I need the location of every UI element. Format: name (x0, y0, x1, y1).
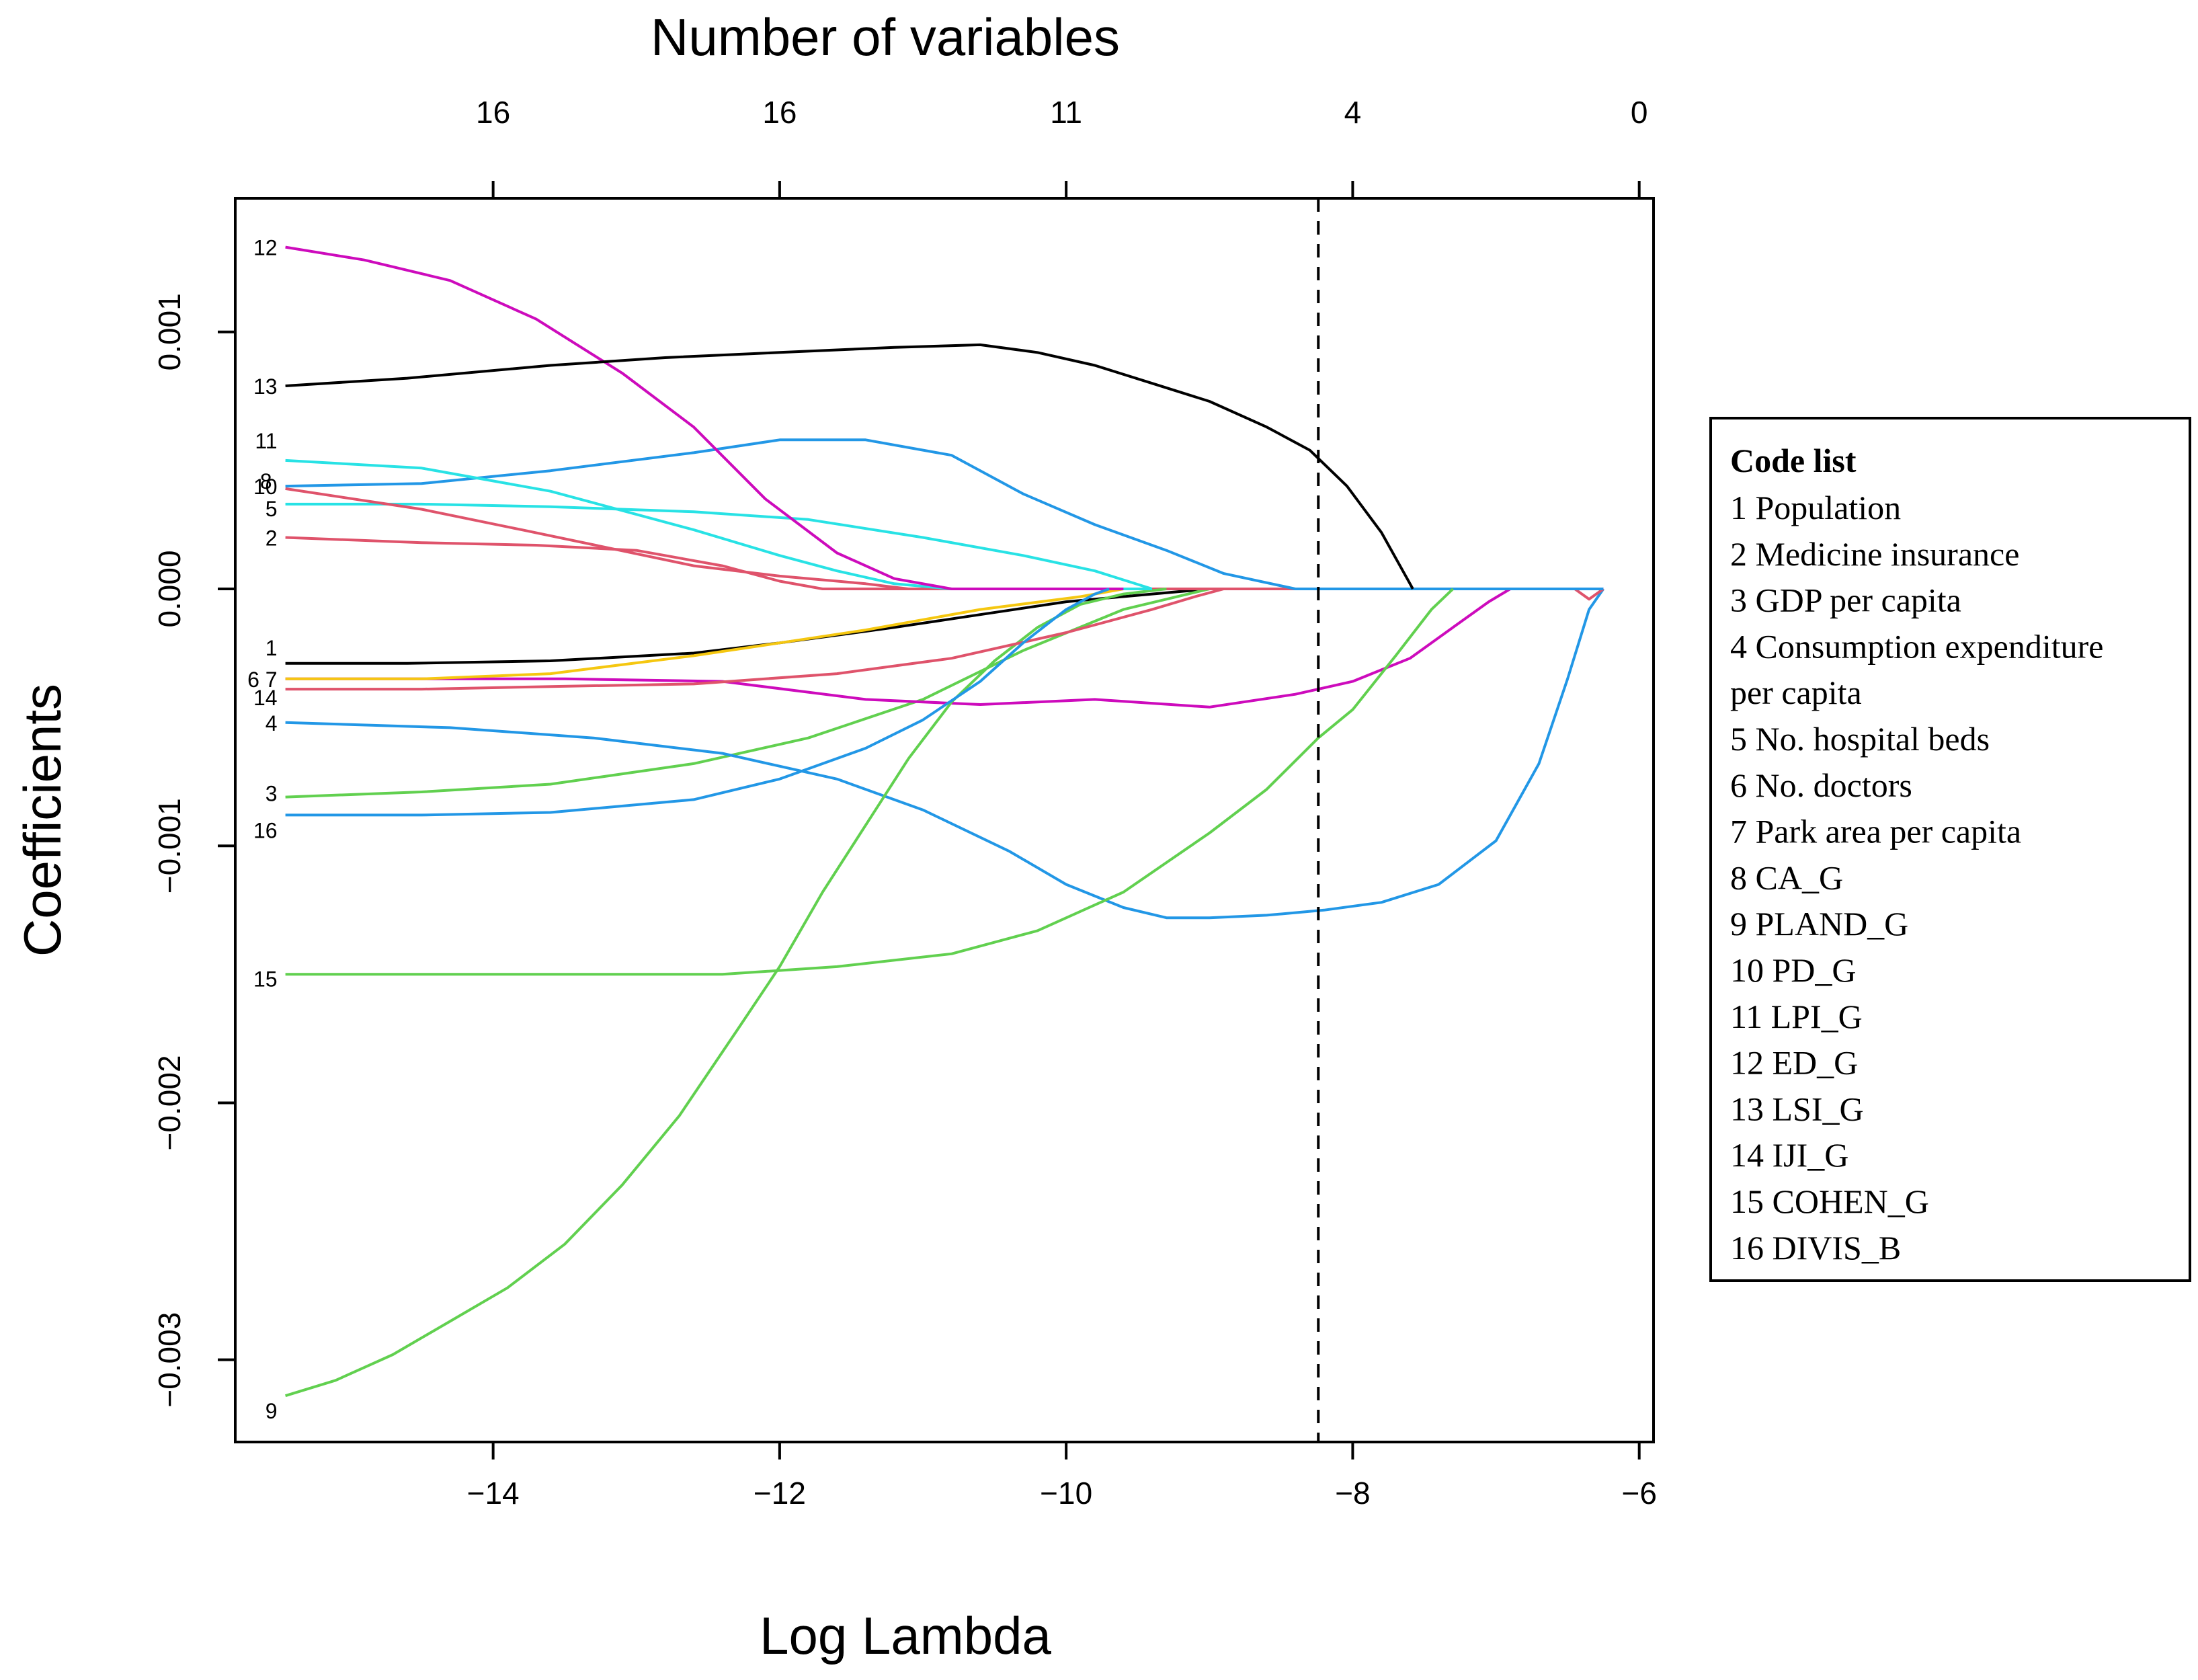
legend-entry: 15 COHEN_G (1730, 1183, 1929, 1220)
legend-entry: 10 PD_G (1730, 951, 1857, 989)
top-tick-label: 4 (1344, 95, 1362, 130)
curve-label-16: 16 (253, 818, 278, 842)
curve-label-11: 11 (255, 429, 277, 453)
curve-label-8: 8 (260, 469, 272, 493)
y-tick-label: −0.003 (152, 1312, 187, 1408)
legend-entry: 4 Consumption expenditure (1730, 627, 2104, 665)
y-tick-label: 0.000 (152, 550, 187, 627)
y-tick-label: −0.002 (152, 1055, 187, 1150)
legend-box (1709, 417, 2191, 1282)
curve-10 (285, 438, 1604, 590)
top-tick-label: 0 (1631, 95, 1648, 130)
curve-8 (285, 487, 1604, 601)
top-tick-label: 11 (1050, 95, 1082, 130)
legend-entry: 13 LSI_G (1730, 1090, 1864, 1127)
legend-entry: 2 Medicine insurance (1730, 535, 2019, 573)
y-tick-label: −0.001 (152, 798, 187, 893)
curve-9 (285, 588, 1167, 1398)
curve-label-12: 12 (253, 236, 278, 260)
legend-lines: 1 Population 2 Medicine insurance 3 GDP pe… (1730, 489, 2104, 1267)
legend-title: Code list (1730, 442, 1857, 479)
curve-15 (285, 588, 1454, 976)
x-axis-title: Log Lambda (760, 1606, 1051, 1665)
legend-entry: 14 IJI_G (1730, 1136, 1848, 1174)
curve-2 (285, 536, 1167, 590)
curve-5 (285, 502, 1153, 590)
curve-7 (285, 588, 1124, 680)
curve-13 (285, 343, 1414, 590)
curve-1 (285, 588, 1210, 665)
curve-11 (285, 458, 1152, 590)
legend-entry: 5 No. hospital beds (1730, 720, 1990, 758)
legend-entry: 9 PLAND_G (1730, 905, 1908, 943)
legend-entry: 7 Park area per capita (1730, 813, 2021, 850)
curve-label-4: 4 (266, 711, 278, 735)
top-axis: 16 16 11 4 0 (476, 95, 1648, 200)
x-tick-label: −10 (1040, 1476, 1092, 1511)
code-list-legend: Code list 1 Population 2 Medicine insuran… (1709, 417, 2191, 1282)
curve-3 (285, 588, 1210, 799)
curve-label-2: 2 (266, 526, 278, 551)
curve-label-3: 3 (266, 782, 278, 806)
curve-label-14: 14 (253, 686, 278, 710)
legend-entry: per capita (1730, 674, 1862, 711)
curve-6 (285, 588, 1604, 709)
curve-4 (285, 588, 1605, 920)
top-axis-title: Number of variables (651, 7, 1120, 67)
curve-label-6: 6 7 (247, 668, 277, 692)
y-axis: 0.001 0.000 −0.001 −0.002 −0.003 (152, 293, 237, 1408)
legend-entry: 6 No. doctors (1730, 766, 1912, 804)
y-tick-label: 0.001 (152, 293, 187, 370)
top-tick-label: 16 (476, 95, 510, 130)
curve-label-13: 13 (253, 374, 278, 399)
legend-entry: 3 GDP per capita (1730, 582, 1961, 619)
curve-label-10: 10 (253, 475, 278, 499)
curve-label-5: 5 (266, 497, 278, 521)
legend-entry: 12 ED_G (1730, 1044, 1858, 1082)
legend-entry: 11 LPI_G (1730, 998, 1863, 1035)
x-tick-label: −14 (467, 1476, 520, 1511)
top-tick-label: 16 (762, 95, 797, 130)
x-tick-label: −8 (1335, 1476, 1370, 1511)
curve-label-9: 9 (266, 1399, 278, 1423)
curve-16 (285, 588, 1110, 817)
legend-entry: 16 DIVIS_B (1730, 1229, 1901, 1267)
x-tick-label: −6 (1621, 1476, 1656, 1511)
curve-label-15: 15 (253, 967, 278, 991)
legend-entry: 1 Population (1730, 489, 1901, 526)
coefficient-curves (285, 245, 1605, 1398)
x-axis: −14 −12 −10 −8 −6 (467, 1441, 1657, 1511)
curve-12 (285, 245, 1124, 590)
y-axis-title: Coefficients (13, 684, 72, 957)
x-tick-label: −12 (754, 1476, 806, 1511)
curve-14 (285, 588, 1225, 691)
legend-entry: 8 CA_G (1730, 858, 1843, 896)
curve-label-1: 1 (266, 636, 278, 660)
